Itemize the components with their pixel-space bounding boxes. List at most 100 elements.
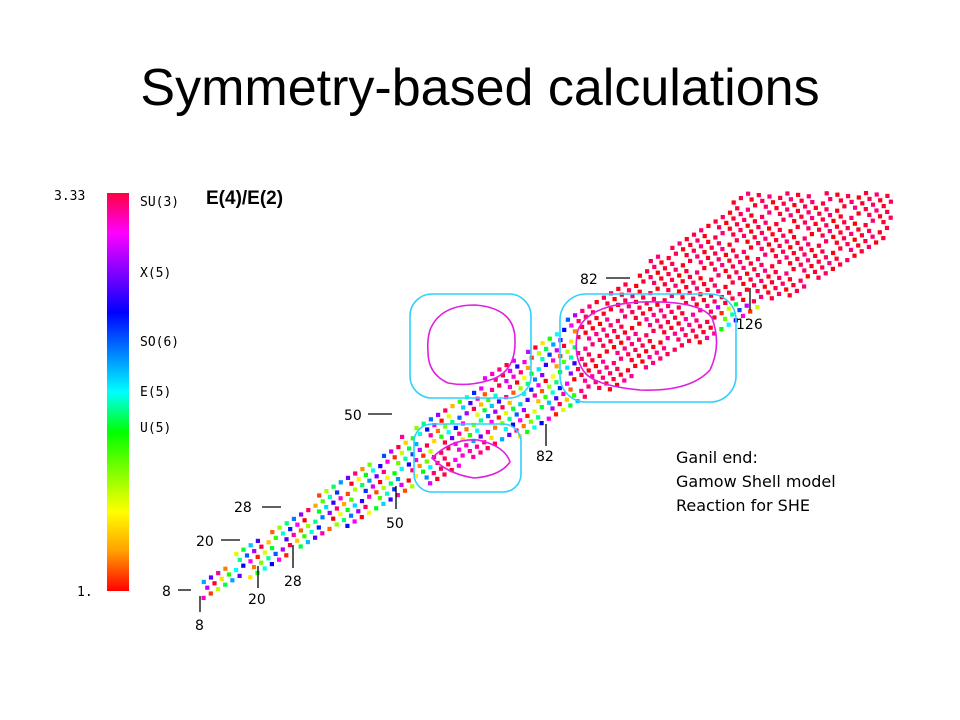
nuclide-cell xyxy=(432,423,437,428)
nuclide-cell xyxy=(601,311,606,316)
nuclide-cell xyxy=(802,268,807,273)
nuclide-cell xyxy=(820,217,825,222)
nuclide-cell xyxy=(673,251,678,256)
nuclide-cell xyxy=(752,267,757,272)
nuclide-cell xyxy=(341,518,346,523)
nuclide-cell xyxy=(681,247,686,252)
nuclide-cell xyxy=(637,289,642,294)
nuclide-cell xyxy=(474,444,480,449)
nuclide-cell xyxy=(565,365,570,370)
nuclide-cell xyxy=(500,437,505,442)
nuclide-cell xyxy=(778,195,783,200)
nuclide-cell xyxy=(688,258,693,263)
nuclide-cell xyxy=(410,436,415,441)
nuclide-cell xyxy=(713,235,718,240)
nuclide-cell xyxy=(457,415,462,420)
limit-label-e5: E(5) xyxy=(140,385,171,400)
nuclide-cell xyxy=(687,290,692,295)
nuclide-cell xyxy=(237,573,242,578)
nuclide-cell xyxy=(467,449,472,454)
nuclide-cell xyxy=(489,403,494,408)
nuclide-cell xyxy=(508,368,513,373)
magic-label-h-28: 28 xyxy=(234,500,252,516)
nuclide-cell xyxy=(630,326,635,331)
nuclide-cell xyxy=(497,383,502,388)
nuclide-cell xyxy=(611,361,616,366)
note-box: Ganil end: Gamow Shell model Reaction fo… xyxy=(676,446,836,518)
nuclide-cell xyxy=(781,217,786,222)
nuclide-cell xyxy=(557,386,562,391)
nuclide-cell xyxy=(457,447,462,452)
nuclide-cell xyxy=(442,472,447,477)
nuclide-cells xyxy=(201,191,893,600)
nuclide-cell xyxy=(834,240,839,245)
nuclide-cell xyxy=(666,272,671,277)
nuclide-cell xyxy=(327,526,332,531)
nuclide-cell xyxy=(719,311,724,316)
nuclide-cell xyxy=(726,290,732,295)
nuclide-cell xyxy=(568,387,573,392)
nuclide-cell xyxy=(709,245,714,250)
nuclide-cell xyxy=(428,465,433,470)
nuclide-cell xyxy=(702,250,707,255)
nuclide-cell xyxy=(305,540,310,545)
nuclide-cell xyxy=(792,219,797,224)
nuclide-cell xyxy=(767,194,772,199)
nuclide-cell xyxy=(640,359,645,364)
nuclide-cell xyxy=(414,442,419,447)
nuclide-cell xyxy=(760,198,765,203)
nuclide-cell xyxy=(684,253,689,258)
nuclide-cell xyxy=(640,311,646,316)
nuclide-cell xyxy=(442,456,447,461)
nuclide-cell xyxy=(702,266,707,271)
nuclide-cell xyxy=(576,335,581,340)
magic-label-v-28: 28 xyxy=(284,574,302,590)
nuclide-cell xyxy=(716,273,721,278)
nuclide-cell xyxy=(798,246,804,251)
nuclide-cell xyxy=(849,199,854,204)
nuclide-cell xyxy=(626,336,631,341)
nuclide-cell xyxy=(820,265,825,270)
nuclide-cell xyxy=(806,210,811,215)
nuclide-cell xyxy=(356,509,361,514)
nuclide-cell xyxy=(637,321,642,326)
nuclide-cell xyxy=(827,213,833,218)
nuclide-cell xyxy=(493,409,498,414)
nuclide-cell xyxy=(881,204,886,209)
nuclide-cell xyxy=(497,367,502,372)
nuclide-cell xyxy=(424,475,429,480)
nuclide-cell xyxy=(597,369,602,374)
nuclide-cell xyxy=(737,276,742,281)
magic-label-v-126: 126 xyxy=(736,317,763,333)
nuclide-cell xyxy=(273,551,278,556)
nuclide-cell xyxy=(248,559,253,564)
nuclide-cell xyxy=(316,525,321,530)
nuclide-cell xyxy=(299,512,304,517)
nuclide-cell xyxy=(709,293,714,298)
nuclide-cell xyxy=(313,535,318,540)
nuclide-cell xyxy=(712,331,717,336)
nuclide-cell xyxy=(450,420,455,425)
nuclide-cell xyxy=(658,340,663,345)
nuclide-cell xyxy=(587,320,592,325)
nuclide-cell xyxy=(453,457,458,462)
nuclide-cell xyxy=(781,249,786,254)
nuclide-cell xyxy=(568,371,573,376)
nuclide-cell xyxy=(878,198,883,203)
nuclide-cell xyxy=(557,402,562,407)
nuclide-cell xyxy=(471,406,476,411)
limit-label-su3: SU(3) xyxy=(140,195,179,210)
nuclide-cell xyxy=(785,207,790,212)
nuclide-cell xyxy=(746,191,751,196)
nuclide-cell xyxy=(396,461,401,466)
nuclide-cell xyxy=(625,368,631,373)
nuclide-cell xyxy=(784,239,789,244)
nuclide-cell xyxy=(809,248,814,253)
nuclide-cell xyxy=(608,323,613,328)
nuclide-cell xyxy=(518,418,523,423)
nuclide-cell xyxy=(727,226,732,231)
nuclide-cell xyxy=(565,317,570,322)
nuclide-cell xyxy=(731,216,736,221)
nuclide-cell xyxy=(676,337,681,342)
